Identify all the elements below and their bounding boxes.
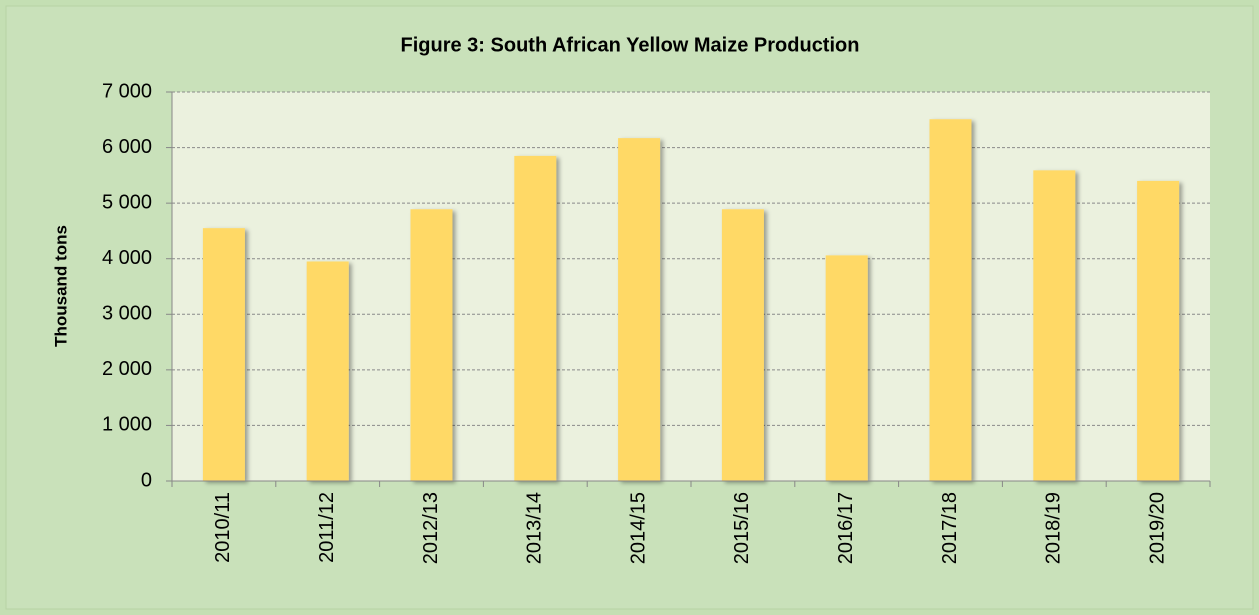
bar [721, 209, 764, 481]
x-tick-label: 2016/17 [835, 492, 857, 564]
y-tick-label: 7 000 [102, 80, 152, 102]
bar [825, 255, 868, 481]
y-tick-label: 3 000 [102, 303, 152, 325]
y-tick-label: 1 000 [102, 414, 152, 436]
x-tick-label: 2015/16 [731, 492, 753, 564]
y-tick-label: 2 000 [102, 358, 152, 380]
x-tick-label: 2010/11 [212, 492, 234, 563]
y-tick-label: 4 000 [102, 247, 152, 269]
x-tick-label: 2011/12 [316, 492, 338, 563]
bar [514, 155, 557, 481]
bar [618, 138, 661, 482]
y-tick-label: 5 000 [102, 191, 152, 213]
bar [202, 228, 245, 481]
x-tick-label: 2014/15 [627, 492, 649, 564]
x-tick-label: 2012/13 [420, 492, 442, 564]
x-tick-label: 2018/19 [1043, 492, 1065, 564]
y-axis-label: Thousand tons [51, 225, 70, 347]
y-tick-label: 6 000 [102, 136, 152, 158]
bar [1033, 170, 1076, 481]
bar [306, 261, 349, 481]
chart-title: Figure 3: South African Yellow Maize Pro… [401, 34, 860, 56]
x-tick-label: 2013/14 [524, 492, 546, 564]
y-tick-label: 0 [141, 469, 152, 491]
x-tick-label: 2019/20 [1146, 492, 1168, 564]
x-tick-label: 2017/18 [939, 492, 961, 564]
bar [1137, 180, 1180, 481]
bar [410, 209, 453, 481]
bar [929, 119, 972, 481]
